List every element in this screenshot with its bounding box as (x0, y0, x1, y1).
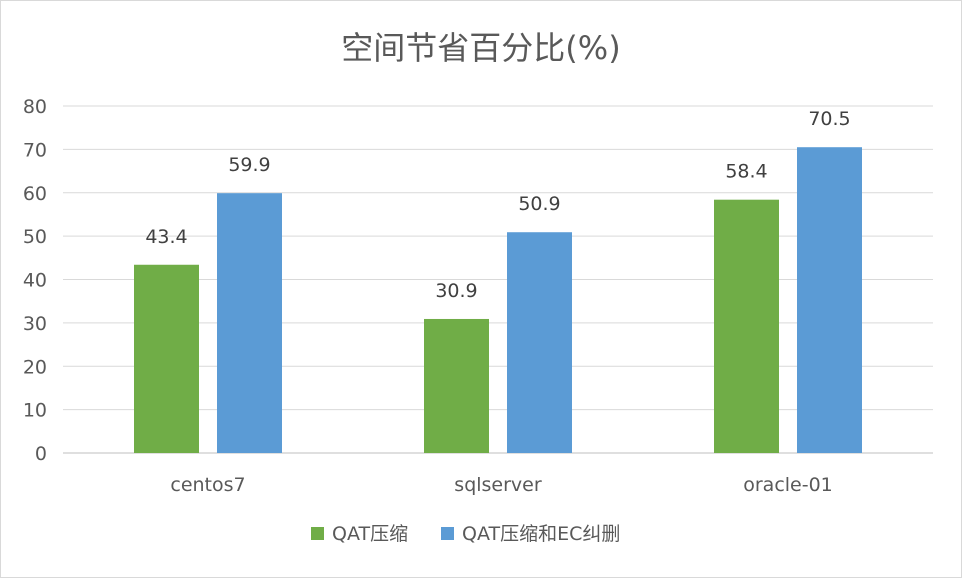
x-category-label: oracle-01 (743, 474, 833, 496)
y-tick-label: 60 (23, 183, 47, 205)
y-tick-label: 40 (23, 270, 47, 292)
data-label: 59.9 (228, 154, 270, 176)
x-category-label: centos7 (170, 474, 245, 496)
x-category-label: sqlserver (454, 474, 542, 496)
y-tick-label: 10 (23, 400, 47, 422)
y-axis-ticks: 0 10 20 30 40 50 60 70 80 (23, 96, 47, 465)
data-label: 50.9 (518, 193, 560, 215)
bar-centos7-series-1 (217, 193, 282, 453)
legend-entry: QAT压缩 (332, 523, 408, 545)
bar-sqlserver-series-1 (507, 232, 572, 453)
y-tick-label: 50 (23, 226, 47, 248)
data-label: 58.4 (725, 161, 767, 183)
data-label: 43.4 (145, 226, 187, 248)
chart-title: 空间节省百分比(%) (341, 29, 620, 67)
y-tick-label: 70 (23, 139, 47, 161)
y-tick-label: 80 (23, 96, 47, 118)
y-tick-label: 20 (23, 356, 47, 378)
bar-sqlserver-series-0 (424, 318, 489, 453)
legend-swatch (311, 527, 324, 540)
data-labels: 43.4 59.9 30.9 50.9 58.4 70.5 (145, 108, 850, 302)
legend-entry: QAT压缩和EC纠删 (462, 523, 620, 545)
y-tick-label: 30 (23, 313, 47, 335)
bars (134, 147, 862, 454)
y-tick-label: 0 (35, 443, 47, 465)
data-label: 70.5 (808, 108, 850, 130)
data-label: 30.9 (435, 280, 477, 302)
legend-swatch (441, 527, 454, 540)
bar-oracle-01-series-0 (714, 199, 779, 453)
bar-centos7-series-0 (134, 264, 199, 453)
legend: QAT压缩 QAT压缩和EC纠删 (311, 523, 620, 545)
bar-oracle-01-series-1 (797, 147, 862, 454)
gridlines (63, 105, 933, 454)
x-axis-categories: centos7 sqlserver oracle-01 (170, 474, 832, 496)
